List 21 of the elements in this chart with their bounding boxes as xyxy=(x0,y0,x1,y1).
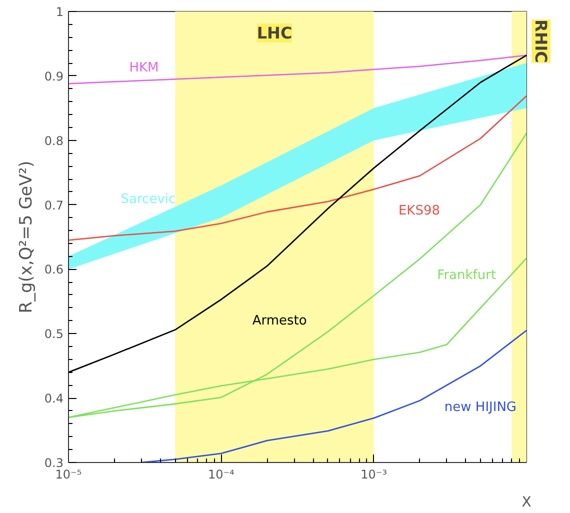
x-tick-label: 10⁻⁴ xyxy=(208,468,235,482)
legend-label: Sarcevic xyxy=(120,192,176,208)
y-tick-label: 1 xyxy=(56,5,64,19)
series-label: HKM xyxy=(129,60,159,76)
y-tick-label: 0.3 xyxy=(44,456,64,470)
y-tick-label: 0.4 xyxy=(44,392,64,406)
x-tick-label: 10⁻³ xyxy=(360,468,388,482)
x-axis-title: X xyxy=(522,494,532,510)
y-tick-label: 0.8 xyxy=(44,134,64,148)
series-label: Frankfurt xyxy=(437,268,496,284)
series-label: EKS98 xyxy=(398,204,440,219)
y-tick-label: 0.6 xyxy=(44,262,64,277)
x-tick-label: 10⁻⁵ xyxy=(55,468,82,482)
series-label: new HIJING xyxy=(444,400,517,416)
band-label: LHC xyxy=(256,24,292,42)
y-axis-title: R_g(x,Q²=5 GeV²) xyxy=(16,160,36,314)
y-tick-label: 0.7 xyxy=(44,198,64,212)
y-tick-label: 0.5 xyxy=(44,327,64,342)
band-label: RHIC xyxy=(532,20,550,63)
text: Armesto xyxy=(252,313,307,328)
y-tick-label: 0.9 xyxy=(44,69,64,84)
